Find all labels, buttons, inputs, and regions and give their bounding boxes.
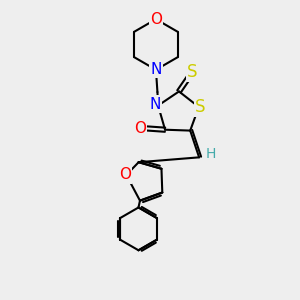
- Text: O: O: [150, 12, 162, 27]
- Text: S: S: [187, 63, 198, 81]
- Text: O: O: [119, 167, 131, 182]
- Text: N: N: [149, 97, 161, 112]
- Text: H: H: [205, 147, 216, 161]
- Text: S: S: [195, 98, 206, 116]
- Text: N: N: [150, 62, 162, 77]
- Text: O: O: [134, 121, 146, 136]
